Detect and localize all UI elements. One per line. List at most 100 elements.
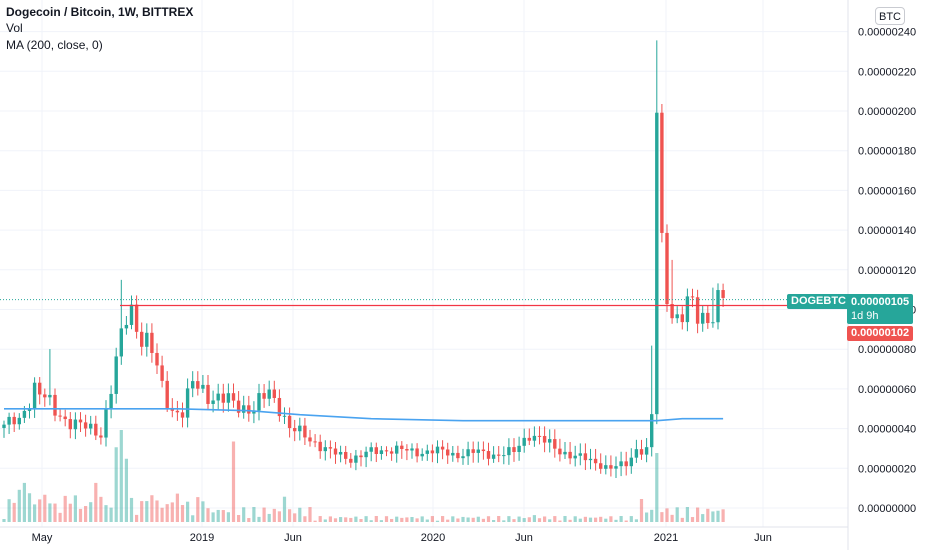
volume-bar (476, 516, 480, 522)
volume-bar (140, 501, 144, 522)
candle-body (267, 389, 271, 399)
candle-body (461, 456, 465, 459)
volume-bar (507, 516, 511, 522)
candle-body (140, 331, 144, 347)
volume-bar (466, 517, 470, 522)
volume-bar (160, 507, 164, 522)
candle-body (27, 408, 32, 411)
candle-body (369, 447, 373, 452)
candle-body (486, 451, 491, 459)
candle-body (491, 454, 496, 459)
candle-body (655, 112, 659, 415)
x-tick-label: Jun (515, 532, 533, 544)
y-tick-label: 0.00000140 (858, 225, 916, 237)
candle-body (604, 465, 608, 469)
candle-body (43, 394, 47, 398)
volume-bar (109, 507, 113, 522)
candle-body (451, 452, 455, 456)
volume-bar (563, 516, 567, 522)
volume-bar (201, 501, 205, 522)
volume-bar (124, 458, 128, 522)
volume-legend[interactable]: Vol (6, 21, 23, 35)
candle-body (318, 441, 322, 452)
candle-body (2, 424, 6, 428)
volume-bar (497, 516, 501, 522)
volume-bar (390, 518, 394, 522)
candle-body (456, 452, 460, 459)
volume-bar (328, 516, 332, 522)
candle-body (201, 384, 205, 389)
volume-bar (660, 512, 664, 522)
candle-body (160, 365, 164, 381)
candle-body (497, 454, 501, 456)
price-candles (2, 40, 725, 479)
volume-bar (716, 510, 720, 522)
volume-bar (492, 520, 496, 522)
x-tick-label: Jun (284, 532, 302, 544)
volume-bar (527, 517, 531, 522)
candle-body (7, 416, 11, 425)
volume-bar (583, 516, 587, 522)
volume-bar (685, 507, 689, 522)
volume-bar (486, 516, 491, 522)
candle-body (629, 457, 633, 467)
volume-bar (512, 519, 516, 522)
candle-body (430, 450, 435, 454)
volume-bar (405, 517, 409, 522)
candle-body (206, 384, 210, 404)
candle-body (22, 410, 27, 418)
candle-body (38, 382, 42, 395)
volume-bar (502, 520, 506, 522)
x-tick-label: 2020 (421, 532, 445, 544)
candle-body (542, 436, 547, 443)
y-tick-label: 0.00000080 (858, 344, 916, 356)
volume-bar (104, 505, 108, 522)
candle-body (12, 416, 16, 425)
volume-bar (573, 516, 577, 522)
y-tick-label: 0.00000220 (858, 66, 916, 78)
candle-body (685, 296, 690, 323)
candle-body (262, 393, 266, 399)
volume-bar (441, 516, 445, 522)
candle-body (298, 425, 302, 432)
volume-bar (456, 518, 460, 522)
volume-bar (624, 520, 628, 522)
candle-body (420, 453, 424, 457)
candle-body (180, 412, 185, 418)
candle-body (619, 461, 623, 467)
candle-body (675, 314, 679, 319)
volume-bar (522, 518, 526, 522)
candle-body (236, 400, 241, 413)
volume-bar (216, 509, 220, 522)
volume-bar (53, 503, 57, 522)
candle-body (94, 423, 98, 436)
candle-body (338, 451, 343, 455)
volume-bar (58, 512, 62, 522)
volume-bar (313, 520, 317, 522)
volume-bar (145, 501, 149, 522)
chart-title[interactable]: Dogecoin / Bitcoin, 1W, BITTREX (6, 5, 194, 19)
candle-body (109, 393, 113, 409)
volume-bar (435, 520, 440, 522)
candle-body (129, 304, 134, 325)
volume-bar (73, 495, 77, 522)
candle-body (354, 455, 358, 463)
currency-button[interactable]: BTC (875, 7, 905, 25)
volume-bar (690, 517, 695, 522)
current-price-label: 0.00000105 (851, 296, 910, 308)
volume-bar (272, 508, 276, 522)
volume-bar (614, 519, 618, 522)
candle-body (104, 408, 108, 438)
volume-bar (221, 510, 225, 522)
volume-bar (655, 453, 659, 522)
candle-body (415, 448, 419, 457)
candle-body (155, 352, 159, 366)
y-tick-label: 0.00000040 (858, 424, 916, 436)
volume-bar (451, 516, 455, 522)
ma-legend[interactable]: MA (200, close, 0) (6, 38, 103, 52)
candle-body (344, 451, 348, 459)
volume-bar (568, 519, 572, 522)
volume-bar (175, 493, 179, 522)
candle-body (272, 389, 276, 398)
